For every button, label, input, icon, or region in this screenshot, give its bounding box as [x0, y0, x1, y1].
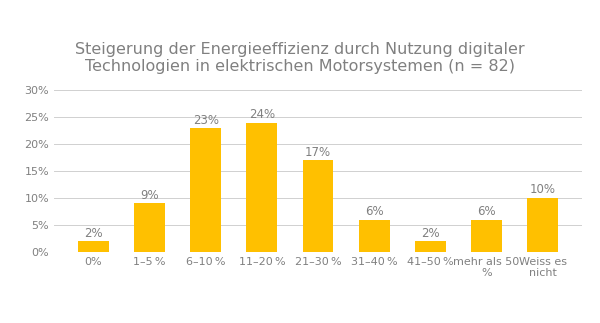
Bar: [359, 220, 389, 252]
Text: 6%: 6%: [477, 205, 496, 218]
Bar: [247, 123, 277, 252]
Bar: [134, 203, 165, 252]
Bar: [190, 128, 221, 252]
Text: 23%: 23%: [193, 113, 219, 127]
Text: 6%: 6%: [365, 205, 383, 218]
Bar: [527, 198, 558, 252]
Bar: [415, 241, 446, 252]
Text: 2%: 2%: [84, 226, 103, 240]
Text: 2%: 2%: [421, 226, 440, 240]
Bar: [471, 220, 502, 252]
Text: 9%: 9%: [140, 189, 159, 202]
Text: 17%: 17%: [305, 146, 331, 159]
Bar: [302, 161, 334, 252]
Bar: [78, 241, 109, 252]
Text: 10%: 10%: [530, 183, 556, 196]
Text: Steigerung der Energieeffizienz durch Nutzung digitaler
Technologien in elektris: Steigerung der Energieeffizienz durch Nu…: [75, 42, 525, 74]
Text: 24%: 24%: [249, 108, 275, 121]
